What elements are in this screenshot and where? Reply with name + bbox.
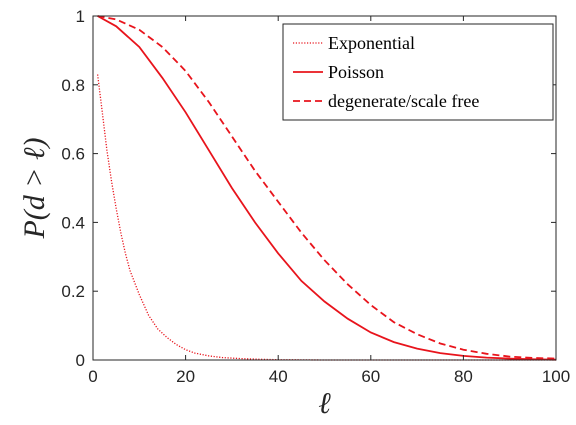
series-line-3 bbox=[97, 15, 557, 360]
x-tick-label: 0 bbox=[88, 367, 97, 386]
x-tick-label: 100 bbox=[542, 367, 570, 386]
x-axis-label: ℓ bbox=[318, 387, 331, 420]
plot-area bbox=[96, 15, 557, 361]
x-tick-label: 60 bbox=[361, 367, 380, 386]
legend-label-2: Poisson bbox=[328, 62, 384, 82]
y-axis-label: P(d > ℓ) bbox=[18, 137, 51, 239]
x-tick-label: 40 bbox=[269, 367, 288, 386]
y-tick-label: 0.6 bbox=[61, 145, 85, 164]
series-line-2 bbox=[97, 15, 557, 361]
y-tick-label: 0.2 bbox=[61, 282, 85, 301]
legend: Exponential Poisson degenerate/scale free bbox=[282, 23, 554, 121]
x-tick-label: 20 bbox=[176, 367, 195, 386]
legend-box bbox=[282, 23, 554, 121]
axes-box bbox=[92, 15, 557, 361]
y-tick-label: 0.8 bbox=[61, 76, 85, 95]
x-tick-label: 80 bbox=[454, 367, 473, 386]
legend-label-1: Exponential bbox=[328, 33, 415, 53]
axes: 0 20 40 60 80 100 0 0.2 0.4 0.6 0.8 1 bbox=[61, 7, 570, 386]
y-tick-label: 0.4 bbox=[61, 213, 85, 232]
legend-label-3: degenerate/scale free bbox=[328, 91, 479, 111]
y-tick-label: 1 bbox=[76, 7, 85, 26]
y-tick-label: 0 bbox=[76, 351, 85, 370]
